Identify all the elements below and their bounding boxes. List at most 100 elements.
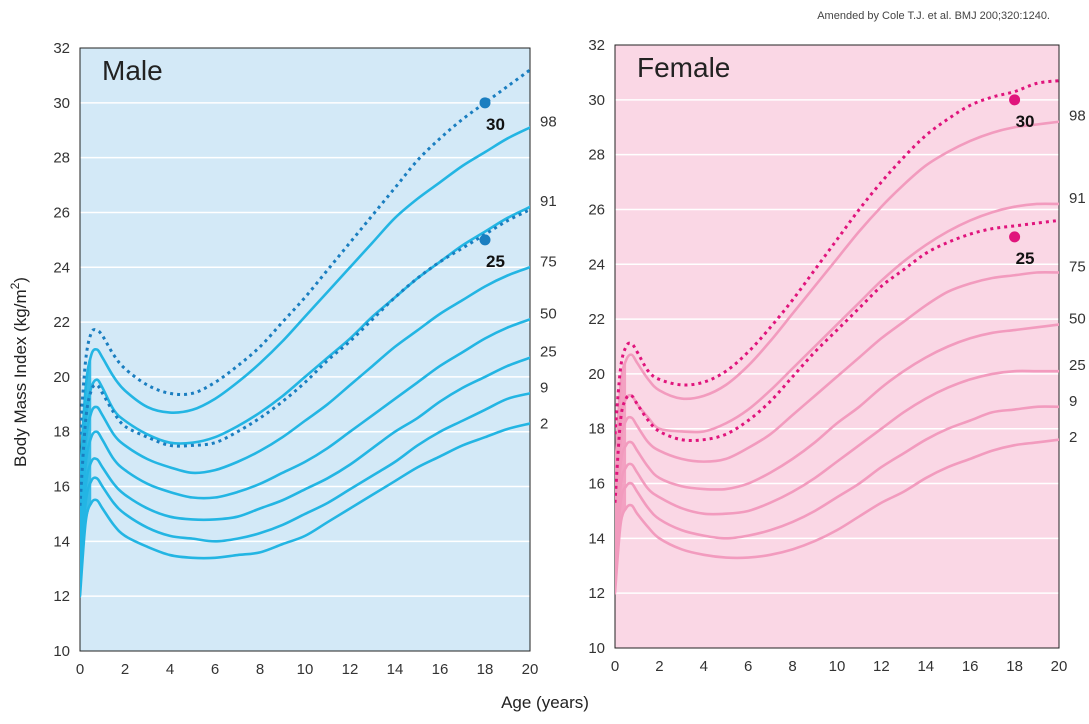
female-y-tick-label: 22 [588,311,605,328]
female-y-tick-label: 32 [588,37,605,54]
male-x-tick-label: 10 [297,661,314,678]
female-y-tick-label: 16 [588,476,605,493]
female-cutoff-30-label: 30 [1016,112,1035,131]
female-curves [615,79,1059,595]
female-x-tick-label: 4 [700,658,708,675]
female-centile-2-label: 2 [1069,429,1077,446]
male-centile-2-line [80,422,530,598]
male-centile-25-label: 25 [540,344,557,361]
female-y-tick-label: 12 [588,585,605,602]
female-centile-2-line [615,438,1059,595]
source-note: Amended by Cole T.J. et al. BMJ 200;320:… [817,10,1050,22]
male-centile-75-label: 75 [540,253,557,270]
male-centile-50-label: 50 [540,305,557,322]
male-y-tick-label: 32 [53,40,70,57]
male-y-tick-label: 30 [53,95,70,112]
female-centile-9-line [615,405,1059,579]
female-y-tick-label: 28 [588,147,605,164]
female-plot-frame [614,44,1060,649]
female-centile-25-line [615,369,1059,562]
female-cutoff-30-line [615,79,1059,435]
male-x-tick-label: 0 [76,661,84,678]
male-y-tick-label: 14 [53,533,70,550]
male-x-tick-label: 20 [522,661,539,678]
female-centile-50-line [615,323,1059,546]
male-panel-title: Male [102,55,163,86]
male-y-tick-label: 18 [53,424,70,441]
male-centile-91-line [80,205,530,508]
female-y-tick-label: 18 [588,421,605,438]
male-y-tick-label: 20 [53,369,70,386]
male-centile-98-label: 98 [540,113,557,130]
female-centile-98-line [615,120,1059,477]
female-x-tick-label: 18 [1006,658,1023,675]
male-y-tick-label: 10 [53,643,70,660]
female-plot-area [615,45,1059,648]
female-x-tick-label: 14 [917,658,934,675]
female-centile-91-label: 91 [1069,190,1086,207]
male-x-tick-label: 12 [342,661,359,678]
male-y-tick-label: 16 [53,479,70,496]
male-cutoff-25-line [80,208,530,506]
male-x-tick-label: 16 [432,661,449,678]
female-centile-75-label: 75 [1069,258,1086,275]
female-x-tick-label: 2 [655,658,663,675]
male-y-tick-label: 26 [53,204,70,221]
male-y-tick-label: 22 [53,314,70,331]
male-x-tick-label: 6 [211,661,219,678]
female-cutoff-25-label: 25 [1016,249,1035,268]
y-axis-label: Body Mass Index (kg/m2) [8,277,30,467]
male-curves [80,68,530,598]
male-centile-98-line [80,126,530,480]
female-centile-50-label: 50 [1069,311,1086,328]
male-cutoff-30-point [479,97,491,109]
female-y-tick-label: 30 [588,92,605,109]
female-x-tick-label: 12 [873,658,890,675]
female-cutoff-30-point [1009,94,1021,106]
female-centile-98-label: 98 [1069,108,1086,125]
female-centile-9-label: 9 [1069,393,1077,410]
male-cutoff-25-label: 25 [486,252,505,271]
female-y-tick-label: 14 [588,530,605,547]
female-x-tick-label: 0 [611,658,619,675]
female-x-tick-label: 6 [744,658,752,675]
male-y-tick-label: 28 [53,150,70,167]
female-y-tick-label: 10 [588,640,605,657]
male-y-tick-label: 24 [53,259,70,276]
female-infancy-band [615,360,627,594]
male-centile-9-label: 9 [540,380,548,397]
male-cutoff-30-label: 30 [486,115,505,134]
female-y-tick-label: 20 [588,366,605,383]
female-centile-75-line [615,270,1059,526]
male-x-tick-label: 8 [256,661,264,678]
female-x-tick-label: 10 [829,658,846,675]
female-cutoff-25-point [1009,231,1021,243]
male-centile-2-label: 2 [540,416,548,433]
male-plot-frame [79,47,531,652]
female-panel-title: Female [637,52,730,83]
male-plot-area [80,48,530,651]
female-x-tick-label: 8 [788,658,796,675]
male-y-tick-label: 12 [53,588,70,605]
female-cutoff-25-line [615,218,1059,503]
male-centile-91-label: 91 [540,193,557,210]
male-x-tick-label: 18 [477,661,494,678]
male-cutoff-30-line [80,68,530,435]
male-x-tick-label: 14 [387,661,404,678]
female-centile-25-label: 25 [1069,357,1086,374]
female-x-tick-label: 20 [1051,658,1068,675]
male-x-tick-label: 4 [166,661,174,678]
female-y-tick-label: 24 [588,256,605,273]
female-x-tick-label: 16 [962,658,979,675]
male-x-tick-label: 2 [121,661,129,678]
x-axis-label: Age (years) [501,693,589,712]
male-centile-9-line [80,392,530,582]
male-centile-50-line [80,318,530,549]
male-centile-25-line [80,356,530,565]
female-y-tick-label: 26 [588,201,605,218]
male-cutoff-25-point [479,234,491,246]
male-centile-75-line [80,265,530,527]
